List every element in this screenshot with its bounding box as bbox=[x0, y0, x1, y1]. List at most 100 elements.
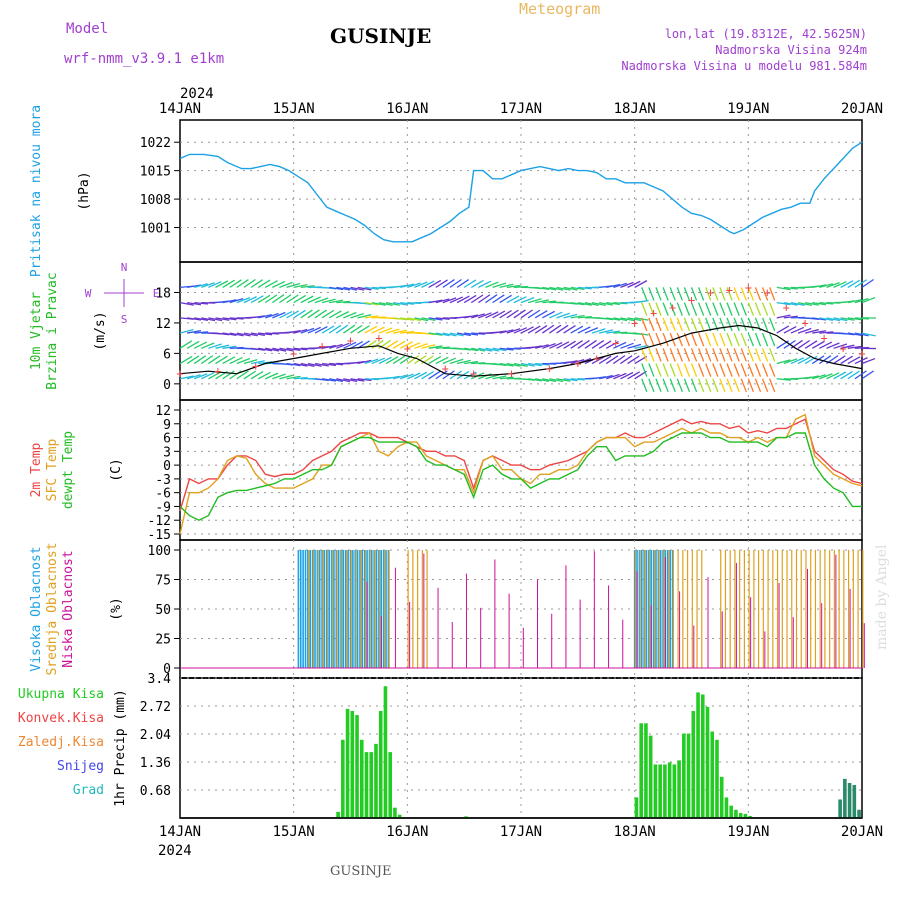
precip-bar bbox=[397, 814, 402, 818]
y-tick-label: -3 bbox=[155, 473, 171, 488]
wind-barb bbox=[641, 302, 648, 316]
wind-barb bbox=[783, 315, 798, 319]
wind-barb bbox=[321, 344, 336, 349]
wind-barb bbox=[747, 348, 755, 362]
wind-barb bbox=[236, 370, 249, 380]
wind-barb bbox=[761, 287, 769, 301]
year-label-bottom: 2024 bbox=[158, 843, 192, 859]
wind-barb bbox=[307, 296, 321, 304]
wind-barb bbox=[499, 294, 512, 304]
wind-barb bbox=[485, 281, 499, 288]
wind-barb bbox=[400, 373, 414, 380]
wind-barb bbox=[300, 327, 315, 334]
wind-barb bbox=[641, 348, 648, 362]
wind-barb bbox=[179, 355, 193, 365]
wind-barb bbox=[804, 355, 818, 365]
wind-barb bbox=[442, 370, 455, 380]
precip-bar bbox=[663, 764, 667, 818]
wind-barb bbox=[400, 301, 415, 305]
wind-barb bbox=[392, 355, 406, 365]
wind-barb bbox=[414, 281, 428, 288]
wind-barb bbox=[222, 370, 235, 380]
wind-barb bbox=[847, 345, 862, 349]
wind-barb bbox=[669, 317, 676, 332]
wind-barb bbox=[520, 326, 534, 334]
wind-barb bbox=[705, 363, 712, 377]
wind-barb bbox=[655, 317, 662, 332]
wind-barb bbox=[229, 346, 244, 349]
wind-barb bbox=[740, 317, 747, 332]
wind-barb bbox=[392, 329, 407, 334]
wind-barb bbox=[712, 332, 719, 347]
wind-barb bbox=[655, 302, 662, 316]
wind-barb bbox=[215, 355, 228, 365]
precip-bar bbox=[677, 760, 681, 818]
gust-marker: + bbox=[726, 283, 733, 297]
wind-barb bbox=[456, 295, 470, 304]
wind-barb bbox=[471, 332, 486, 335]
wind-barb bbox=[300, 362, 315, 367]
panel-frame bbox=[179, 539, 863, 679]
wind-barb bbox=[676, 378, 683, 393]
wind-barb bbox=[776, 325, 790, 334]
wind-barb bbox=[186, 374, 201, 380]
wind-barb bbox=[598, 374, 613, 380]
wind-barb bbox=[613, 301, 628, 305]
wind-barb bbox=[826, 282, 840, 288]
y-tick-label: 6 bbox=[163, 432, 171, 447]
wind-barb bbox=[612, 355, 626, 365]
wind-barb bbox=[549, 342, 563, 349]
wind-barb bbox=[215, 344, 230, 349]
x-tick-label-bottom: 16JAN bbox=[386, 824, 428, 840]
wind-barb bbox=[669, 302, 676, 316]
wind-barb bbox=[819, 301, 834, 305]
x-tick-label-bottom: 17JAN bbox=[500, 824, 542, 840]
wind-barb bbox=[563, 286, 578, 291]
wind-barb bbox=[336, 378, 351, 383]
wind-barb bbox=[648, 302, 655, 316]
wind-barb bbox=[357, 325, 370, 334]
wind-barb bbox=[726, 348, 733, 362]
wind-barb bbox=[478, 294, 491, 304]
wind-barb bbox=[584, 339, 597, 349]
wind-barb bbox=[669, 348, 676, 362]
model-name: wrf-nmm_v3.9.1 e1km bbox=[64, 51, 224, 67]
wind-barb bbox=[556, 324, 569, 334]
wind-barb bbox=[336, 300, 351, 304]
wind-barb bbox=[811, 340, 825, 349]
wind-barb bbox=[314, 362, 329, 367]
wind-barb bbox=[669, 378, 676, 393]
wind-barb bbox=[272, 347, 287, 352]
y-tick-label: 12 bbox=[155, 317, 171, 332]
wind-barb bbox=[690, 378, 698, 393]
wind-barb bbox=[833, 371, 847, 380]
y-tick-label: 1.36 bbox=[140, 756, 171, 771]
wind-barb bbox=[428, 317, 443, 321]
wind-barb bbox=[186, 284, 202, 289]
wind-barb bbox=[819, 341, 833, 349]
wind-barb bbox=[733, 302, 740, 316]
wind-barb bbox=[442, 332, 457, 337]
wind-barb bbox=[471, 362, 486, 365]
precip-bar bbox=[634, 797, 639, 818]
y-tick-label: -9 bbox=[155, 500, 171, 515]
wind-barb bbox=[812, 374, 826, 380]
wind-barb bbox=[385, 375, 400, 380]
wind-barb bbox=[542, 378, 557, 383]
compass-n: N bbox=[121, 261, 128, 274]
wind-barb bbox=[812, 301, 827, 306]
wind-barb bbox=[470, 294, 484, 304]
y-tick-label: 1015 bbox=[140, 165, 171, 180]
wind-barb bbox=[556, 378, 571, 382]
y-tick-label: 25 bbox=[155, 633, 171, 648]
wind-barb bbox=[712, 287, 719, 301]
wind-barb bbox=[613, 317, 628, 322]
wind-barb bbox=[527, 325, 541, 334]
wind-barb bbox=[215, 332, 230, 336]
wind-barb bbox=[300, 309, 313, 319]
panel-label: 10m Vjetar bbox=[29, 292, 44, 370]
wind-barb bbox=[293, 376, 308, 380]
wind-barb bbox=[428, 332, 443, 336]
